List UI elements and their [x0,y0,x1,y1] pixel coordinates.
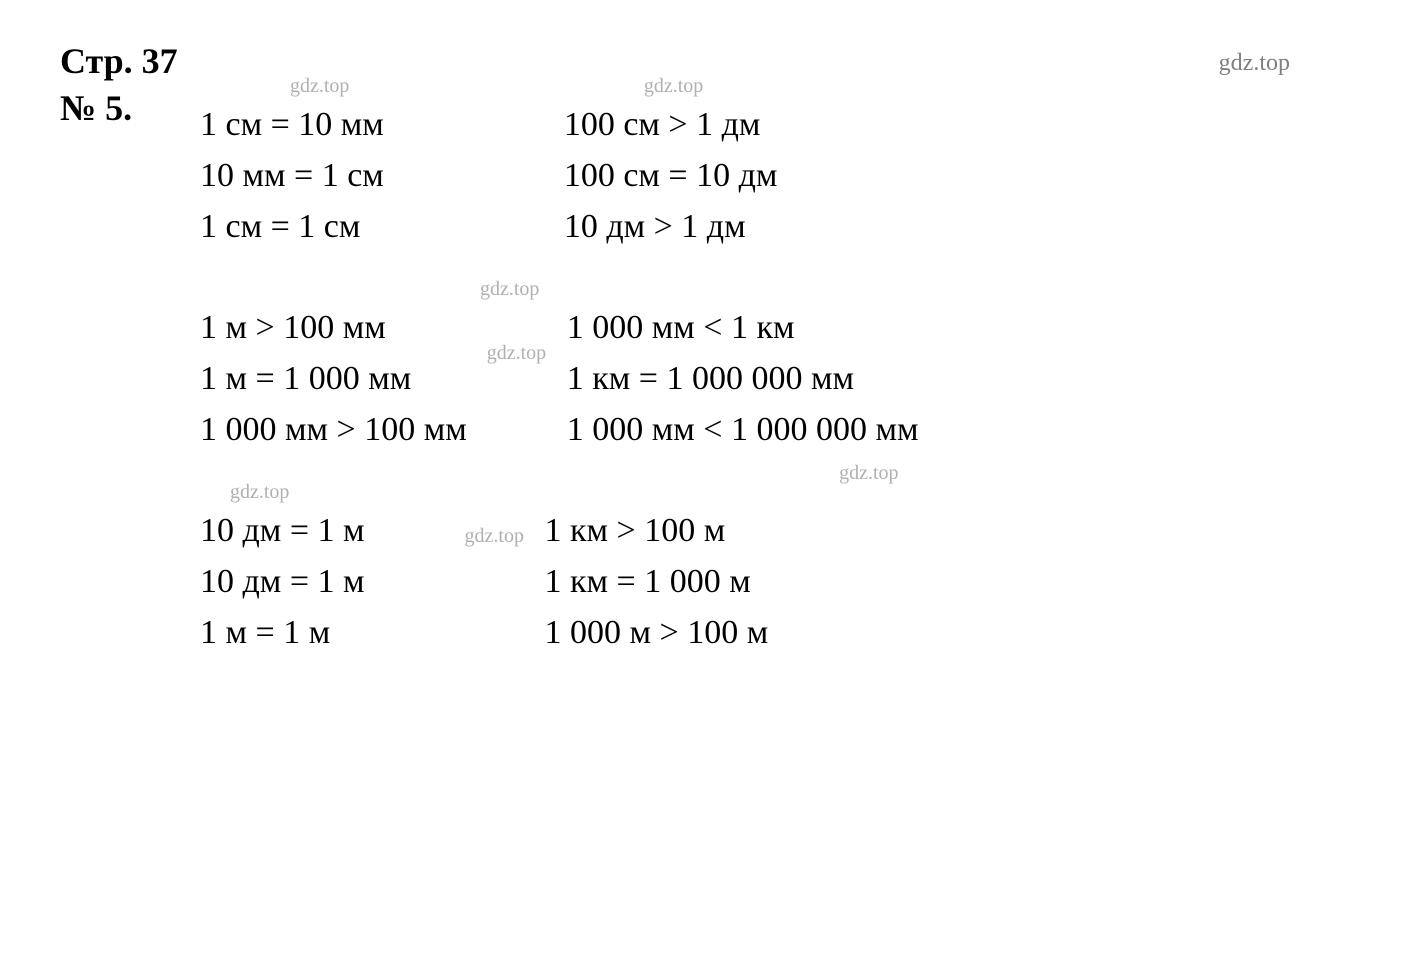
math-line: 1 000 мм < 1 000 000 мм [567,404,919,455]
math-line: 1 000 м > 100 м [545,607,769,658]
watermark: gdz.top [839,462,898,485]
block-3-left: gdz.top 10 дм = 1 м 10 дм = 1 м 1 м = 1 … [200,505,365,658]
math-line: 1 000 мм < 1 км [567,302,919,353]
math-line: 1 км = 1 000 м [545,556,769,607]
block-1-left: gdz.top 1 см = 10 мм 10 мм = 1 см 1 см =… [200,99,384,252]
math-line: 10 мм = 1 см [200,150,384,201]
page-title: Стр. 37 [60,40,178,82]
block-3-right: gdz.top 1 км > 100 м 1 км = 1 000 м 1 00… [545,505,769,658]
math-line: 1 м > 100 мм [200,302,467,353]
math-line: 100 см = 10 дм [564,150,778,201]
math-line: 1 км > 100 м [545,505,769,556]
watermark: gdz.top [290,75,349,98]
watermark: gdz.top [465,525,524,548]
math-line: 1 000 мм > 100 мм [200,404,467,455]
math-line: 10 дм = 1 м [200,556,365,607]
watermark: gdz.top [480,278,539,301]
math-line: 1 см = 1 см [200,201,384,252]
content-area: gdz.top 1 см = 10 мм 10 мм = 1 см 1 см =… [200,99,1350,658]
top-watermark: gdz.top [1219,50,1290,77]
math-line: 10 дм = 1 м [200,505,365,556]
math-line: 1 км = 1 000 000 мм [567,353,919,404]
math-line: 1 см = 10 мм [200,99,384,150]
block-group-1: gdz.top 1 см = 10 мм 10 мм = 1 см 1 см =… [200,99,1350,252]
math-line: 100 см > 1 дм [564,99,778,150]
block-2-right: gdz.top 1 000 мм < 1 км 1 км = 1 000 000… [567,302,919,455]
block-1-right: gdz.top 100 см > 1 дм 100 см = 10 дм 10 … [564,99,778,252]
watermark: gdz.top [644,75,703,98]
math-line: 10 дм > 1 дм [564,201,778,252]
watermark: gdz.top [230,481,289,504]
math-line: 1 м = 1 000 мм [200,353,467,404]
block-group-3: gdz.top 10 дм = 1 м 10 дм = 1 м 1 м = 1 … [200,505,1350,658]
math-line: 1 м = 1 м [200,607,365,658]
block-group-2: gdz.top 1 м > 100 мм 1 м = 1 000 мм 1 00… [200,302,1350,455]
block-2-left: gdz.top 1 м > 100 мм 1 м = 1 000 мм 1 00… [200,302,467,455]
watermark: gdz.top [487,342,546,365]
